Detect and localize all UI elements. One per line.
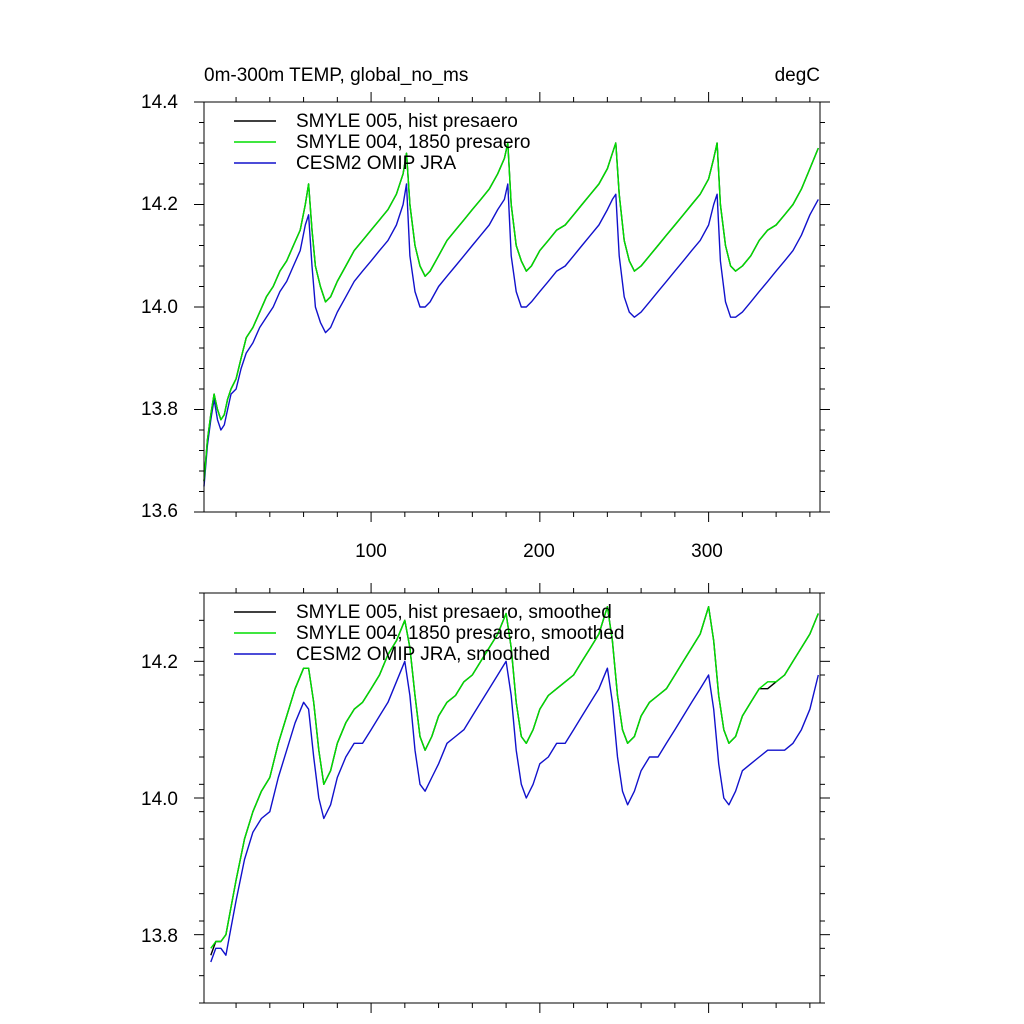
bottom-series-lines [210, 606, 819, 963]
bottom-y-tick-label-14.2: 14.2 [141, 652, 178, 673]
top-x-tick-labels: 100 200 300 [355, 541, 723, 562]
top-series-lines [203, 142, 819, 487]
top-series-smyle-004-1850-presaero [203, 142, 819, 482]
top-legend-label-omip-jra: CESM2 OMIP JRA [296, 153, 456, 174]
top-chart-units: degC [775, 65, 820, 86]
bottom-legend-label-smyle004: SMYLE 004, 1850 presaero, smoothed [296, 623, 624, 644]
top-y-tick-label-14.2: 14.2 [141, 194, 178, 215]
top-y-tick-label-14.0: 14.0 [141, 297, 178, 318]
top-x-tick-label-100: 100 [355, 541, 387, 562]
bottom-series-smyle-004-1850-presaero-smoothed [210, 606, 819, 949]
bottom-axis-ticks [194, 583, 830, 1013]
bottom-series-cesm2-omip-jra-smoothed [210, 660, 819, 963]
bottom-y-tick-label-14.0: 14.0 [141, 789, 178, 810]
top-series-cesm2-omip-jra [203, 183, 819, 487]
bottom-y-tick-labels: 13.8 14.0 14.2 [141, 652, 178, 947]
bottom-y-tick-label-13.8: 13.8 [141, 926, 178, 947]
top-y-tick-labels: 13.6 13.8 14.0 14.2 14.4 [141, 92, 178, 522]
top-x-tick-label-200: 200 [523, 541, 555, 562]
top-y-tick-label-14.4: 14.4 [141, 92, 178, 113]
top-plot-frame [203, 101, 821, 513]
bottom-legend-label-omip-jra: CESM2 OMIP JRA, smoothed [296, 644, 550, 665]
bottom-legend-label-smyle005: SMYLE 005, hist presaero, smoothed [296, 602, 612, 623]
top-y-tick-label-13.8: 13.8 [141, 399, 178, 420]
top-legend: SMYLE 005, hist presaero SMYLE 004, 1850… [234, 111, 531, 174]
bottom-plot-frame [203, 592, 821, 1004]
top-axis-ticks [194, 92, 830, 522]
bottom-chart-panel: SMYLE 005, hist presaero, smoothed SMYLE… [141, 583, 830, 1013]
top-legend-label-smyle004: SMYLE 004, 1850 presaero [296, 132, 531, 153]
top-chart-panel: 0m-300m TEMP, global_no_ms degC SMYLE 00… [141, 65, 830, 562]
top-y-tick-label-13.6: 13.6 [141, 501, 178, 522]
top-legend-label-smyle005: SMYLE 005, hist presaero [296, 111, 518, 132]
top-chart-title: 0m-300m TEMP, global_no_ms [204, 65, 468, 86]
top-x-tick-label-300: 300 [691, 541, 723, 562]
bottom-legend: SMYLE 005, hist presaero, smoothed SMYLE… [234, 602, 624, 665]
